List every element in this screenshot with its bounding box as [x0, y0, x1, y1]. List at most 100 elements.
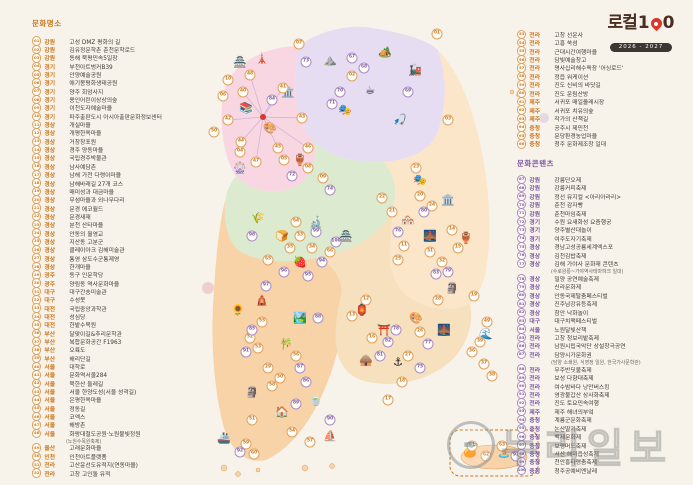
item-region-label: 대전	[44, 323, 56, 330]
map-marker-44: 44	[235, 136, 247, 148]
item-region-label: 충청	[529, 125, 541, 132]
map-marker-82: 82	[382, 336, 394, 348]
item-place-name: 달맞이길&추리문학관	[69, 331, 122, 338]
item-place-name: 남해바래길 27개 코스	[69, 181, 124, 188]
item-place-name: 춘천마임축제	[554, 211, 587, 218]
map-marker-96: 96	[278, 266, 290, 278]
item-place-name: 강릉커피축제	[554, 186, 587, 193]
item-region-label: 충청	[529, 468, 541, 475]
item-number-badge: 48	[32, 428, 42, 439]
item-region-label: 대전	[44, 315, 56, 322]
item-region-label: 전라	[529, 41, 541, 48]
right-list-landmarks: 53 전라 고창 선운사 54 전라 고흥 쑥섬 55 전라 근대시간여행마을 56 전라 담빛예술창…	[517, 29, 691, 149]
map-marker-70: 70	[334, 86, 346, 98]
item-region-label: 서울	[44, 415, 56, 422]
item-region-label: 전라	[529, 74, 541, 81]
item-place-name: 복합문화공간 F1963	[69, 340, 122, 347]
list-item: 66 충청 청주 문화제조창 일대	[517, 139, 691, 149]
map-marker-43: 43	[296, 112, 308, 124]
item-region-label: 충청	[529, 133, 541, 140]
item-place-name: 고창 고인돌 유적	[69, 471, 111, 478]
map-marker-67: 67	[346, 52, 358, 64]
item-region-label: 전라	[529, 32, 541, 39]
map-marker-57: 57	[304, 436, 316, 448]
item-region-label: 전라	[529, 91, 541, 98]
map-marker-28: 28	[432, 294, 444, 306]
item-place-name: 매미성과 대금마을	[69, 189, 114, 196]
map-marker-47: 47	[250, 156, 262, 168]
item-region-label: 전라	[529, 352, 541, 359]
map-marker-14: 14	[446, 224, 458, 236]
map-marker-54: 54	[286, 426, 298, 438]
map-marker-62: 62	[480, 450, 492, 462]
item-place-name: 고산윤선도유적지(연동마을)	[69, 463, 138, 470]
map-marker-08: 08	[302, 162, 314, 174]
item-place-name: 김해 가야사 문화재 콘텐츠	[554, 262, 619, 269]
item-place-name: 제주 해녀의부엌	[554, 409, 594, 416]
item-place-name: 양주별산대놀이	[554, 228, 592, 235]
item-region-label: 제주	[529, 108, 541, 115]
item-place-name: 청주 문화제조창 일대	[554, 142, 607, 149]
seoul-hub-pin	[260, 114, 266, 120]
map-marker-61: 61	[466, 440, 478, 452]
map-marker-65: 65	[262, 254, 274, 266]
item-region-label: 경기	[44, 73, 56, 80]
map-marker-97: 97	[260, 280, 272, 292]
item-place-name: 코엑스	[69, 415, 86, 422]
map-marker-07: 07	[293, 38, 305, 50]
item-number-badge: 66	[517, 139, 527, 149]
item-number-badge: 52	[32, 468, 42, 478]
item-region-label: 서울	[44, 381, 56, 388]
map-region-gyeonggi	[221, 46, 316, 192]
map-marker-46: 46	[302, 142, 314, 154]
item-place-name: 보성 다향대축제	[554, 376, 594, 383]
item-region-label: 광주	[44, 273, 56, 280]
map-marker-90: 90	[324, 414, 336, 426]
item-region-label: 경기	[44, 106, 56, 113]
item-place-name: 북한산 둘레길	[69, 381, 104, 388]
item-number-badge: 77	[517, 259, 527, 269]
item-region-label: 강원	[44, 48, 56, 55]
item-region-label: 경상	[44, 139, 56, 146]
item-region-label: 서울	[44, 406, 56, 413]
item-region-label: 경상	[44, 256, 56, 263]
item-place-name: 개실마을	[69, 123, 91, 130]
item-place-name: 청주공예비엔날레	[554, 468, 598, 475]
map-marker-88: 88	[312, 312, 324, 324]
map-marker-27: 27	[402, 350, 414, 362]
item-region-label: 대구	[44, 298, 56, 305]
item-place-name: 밀양 공연예술축제	[554, 276, 599, 283]
item-region-label: 울산	[44, 446, 56, 453]
map-marker-33: 33	[294, 230, 306, 242]
item-place-name: 한밭수목원	[69, 323, 97, 330]
item-region-label: 경상	[44, 173, 56, 180]
item-place-name: 서울 한양도성(서울 성곽길)	[69, 390, 137, 397]
item-place-name: 고흥 쑥섬	[554, 41, 578, 48]
item-place-name: 정읍 워케이션	[554, 74, 589, 81]
item-number-badge: 87	[517, 349, 527, 360]
item-region-label: 경상	[44, 239, 56, 246]
item-place-name: 강릉단오제	[554, 177, 582, 184]
item-region-label: 경상	[529, 293, 541, 300]
decor-splat-right	[539, 113, 549, 123]
item-region-label: 경상	[44, 223, 56, 230]
item-region-label: 경기	[529, 220, 541, 227]
item-region-label: 경상	[529, 302, 541, 309]
item-region-label: 경상	[44, 156, 56, 163]
small-islands	[220, 89, 520, 477]
item-place-name: 근대시간여행마을	[554, 49, 598, 56]
map-marker-60: 60	[248, 448, 260, 460]
item-region-label: 경상	[529, 253, 541, 260]
item-place-name: 노원달빛산책	[554, 327, 587, 334]
item-place-name: 성심당	[69, 315, 86, 322]
item-region-label: 경상	[44, 231, 56, 238]
item-place-name: 화랑대철도공원·노원불빛정원	[69, 431, 141, 438]
map-marker-68: 68	[358, 62, 370, 74]
item-region-label: 서울	[44, 431, 56, 438]
item-region-label: 경상	[529, 276, 541, 283]
item-place-name: 동해 북평민속5일장	[69, 56, 118, 63]
map-marker-99: 99	[310, 226, 322, 238]
item-region-label: 강원	[529, 203, 541, 210]
map-marker-38: 38	[486, 370, 498, 382]
